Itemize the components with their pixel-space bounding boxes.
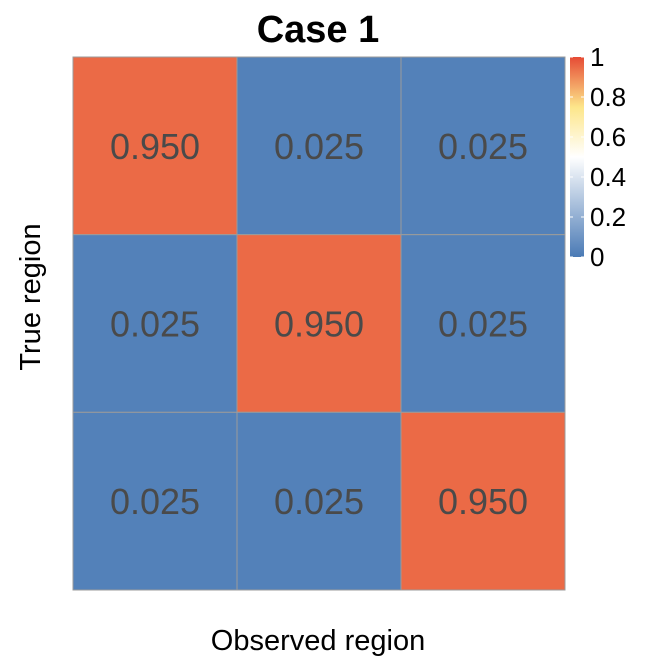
legend-tick-label-5: 1 [590, 42, 604, 72]
cell-value-r2-c2: 0.950 [274, 304, 364, 345]
y-axis-label: True region [15, 223, 47, 370]
heatmap-cell-r2-c1 [72, 234, 238, 413]
heatmap-cell-r2-c3 [400, 234, 566, 413]
heatmap-cell-r3-c2 [236, 411, 402, 591]
heatmap-cell-r1-c2 [236, 56, 402, 236]
legend-tick-label-2: 0.4 [590, 162, 626, 192]
legend-tick-label-0: 0 [590, 242, 604, 272]
heatmap-cell-r1-c3 [400, 56, 566, 236]
cell-value-r1-c1: 0.950 [110, 126, 200, 167]
heatmap-cell-r3-c3 [400, 411, 566, 591]
chart-title: Case 1 [257, 9, 380, 51]
heatmap-grid [72, 56, 566, 591]
cell-labels: 0.950 0.025 0.025 0.025 0.950 0.025 0.025 0.025… [110, 126, 528, 522]
color-legend: 0 0.2 0.4 0.6 0.8 1 [570, 42, 626, 272]
cell-value-r2-c3: 0.025 [438, 304, 528, 345]
heatmap-cell-r1-c1 [72, 56, 238, 236]
cell-value-r3-c2: 0.025 [274, 481, 364, 522]
legend-tick-label-3: 0.6 [590, 122, 626, 152]
cell-value-r1-c3: 0.025 [438, 126, 528, 167]
heatmap-cell-r3-c1 [72, 411, 238, 591]
x-axis-label: Observed region [211, 625, 425, 657]
cell-value-r1-c2: 0.025 [274, 126, 364, 167]
cell-value-r2-c1: 0.025 [110, 304, 200, 345]
legend-tick-label-4: 0.8 [590, 82, 626, 112]
cell-value-r3-c1: 0.025 [110, 481, 200, 522]
color-legend-bar [570, 57, 584, 257]
legend-tick-label-1: 0.2 [590, 202, 626, 232]
color-legend-ticks: 0 0.2 0.4 0.6 0.8 1 [570, 42, 626, 272]
cell-value-r3-c3: 0.950 [438, 481, 528, 522]
heatmap-cell-r2-c2 [236, 234, 402, 413]
